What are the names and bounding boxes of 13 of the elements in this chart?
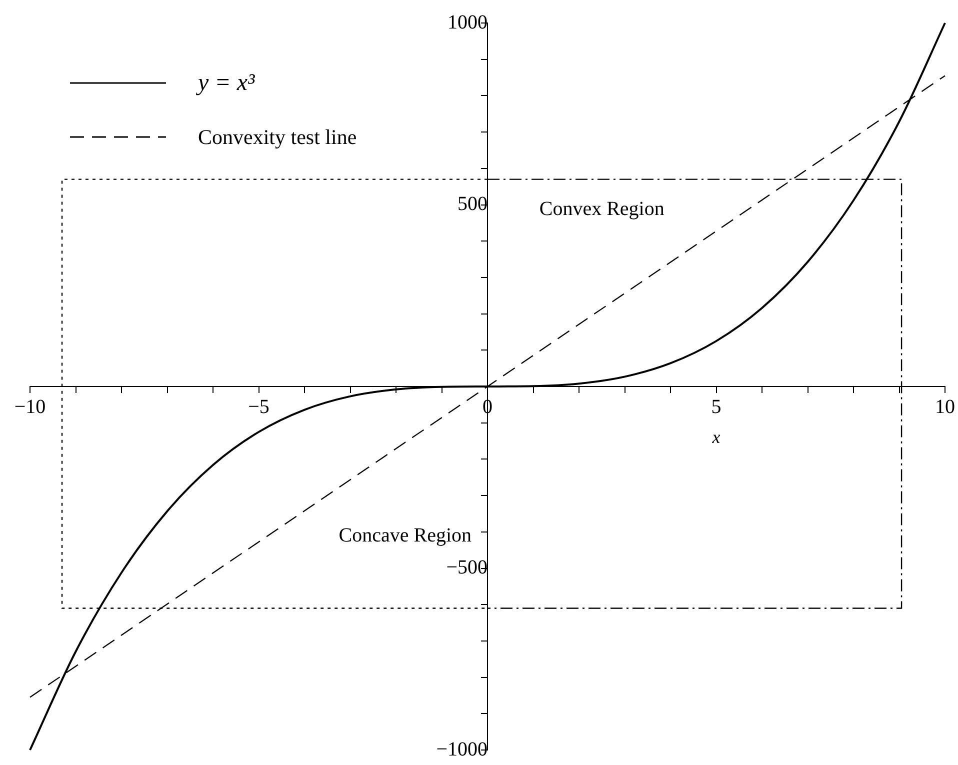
x-tick-label: −10 [14,396,46,418]
x-tick-label: −5 [248,396,270,418]
y-tick-label: −500 [446,556,488,578]
legend-label: Convexity test line [198,124,357,150]
y-tick-label: 1000 [448,11,488,34]
y-tick-label: 500 [458,193,488,215]
x-tick-label: 10 [935,396,955,418]
legend-label: y = x³ [198,70,255,96]
annotation: Convex Region [539,198,664,220]
x-tick-label: 5 [711,396,722,418]
annotation: Concave Region [338,524,472,547]
y-tick-label: −1000 [436,738,488,760]
x-axis-title: x [711,427,720,448]
